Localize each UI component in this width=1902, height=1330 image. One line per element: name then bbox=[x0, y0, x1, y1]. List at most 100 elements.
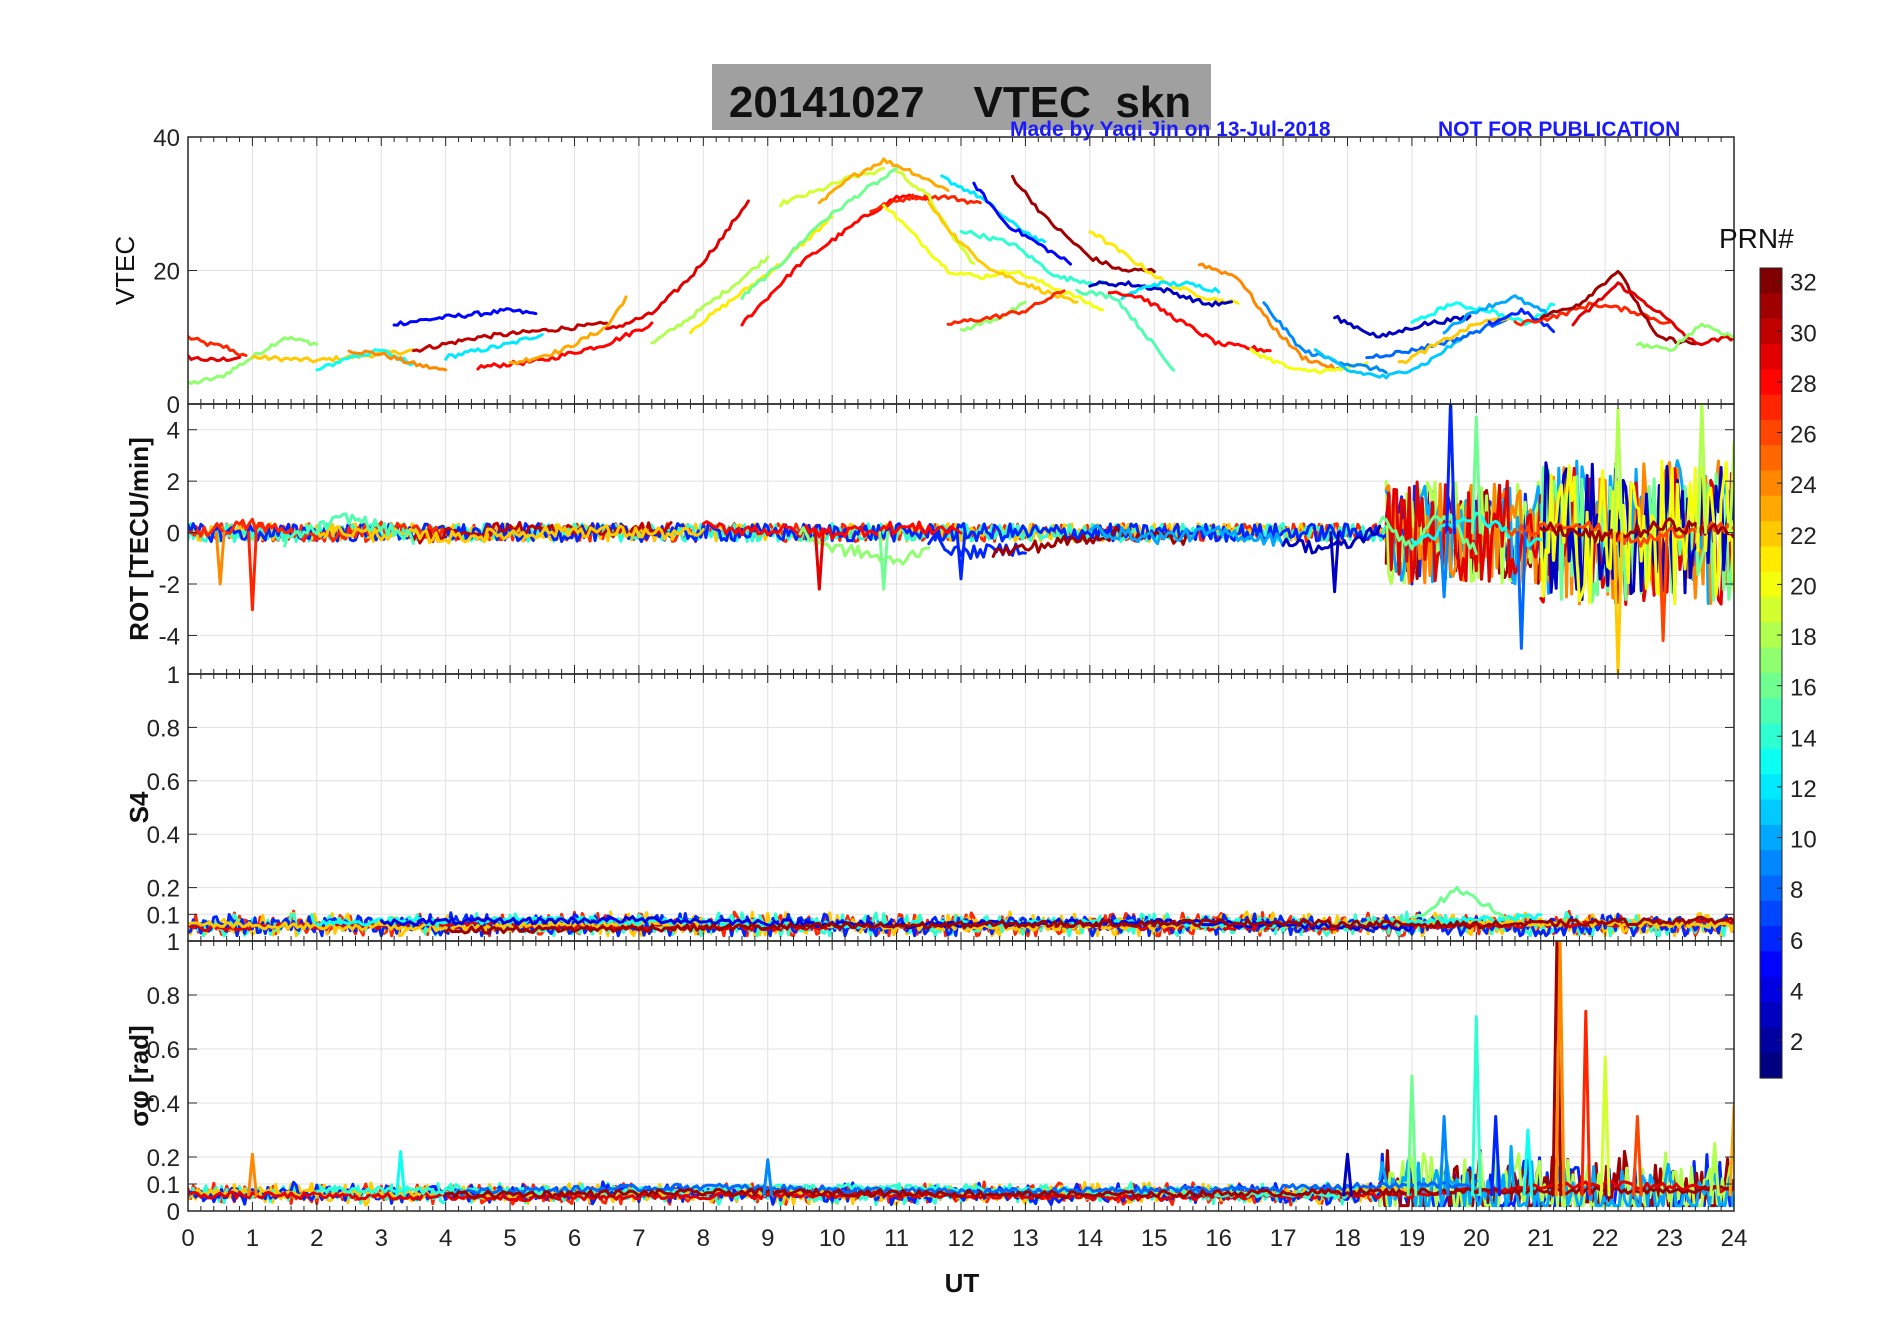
x-tick-label: 14 bbox=[1076, 1225, 1103, 1252]
colorbar-swatch bbox=[1760, 571, 1782, 598]
colorbar-tick-label: 20 bbox=[1790, 573, 1817, 600]
series-prn-31 bbox=[444, 915, 1734, 935]
colorbar-swatch bbox=[1760, 419, 1782, 446]
colorbar-swatch bbox=[1760, 394, 1782, 421]
y-tick-label: 0.2 bbox=[147, 876, 180, 903]
panel-rot: -4 -2 0 2 4 ROT [TECU/min] bbox=[124, 403, 1735, 675]
colorbar-tick-label: 12 bbox=[1790, 776, 1817, 803]
y-tick-label: 0.1 bbox=[147, 1172, 180, 1199]
colorbar-swatch bbox=[1760, 926, 1782, 953]
colorbar-swatch bbox=[1760, 1052, 1782, 1079]
series-prn-31 bbox=[991, 525, 1188, 558]
colorbar-tick-label: 26 bbox=[1790, 422, 1817, 449]
colorbar-swatch bbox=[1760, 470, 1782, 497]
spike-prn-24 bbox=[214, 531, 226, 586]
x-axis-label: UT bbox=[945, 1268, 980, 1298]
colorbar-tick-label: 8 bbox=[1790, 877, 1803, 904]
colorbar-swatch bbox=[1760, 799, 1782, 826]
series-prn-28 bbox=[740, 193, 931, 327]
x-tick-label: 7 bbox=[632, 1225, 645, 1252]
colorbar-tick-label: 32 bbox=[1790, 270, 1817, 297]
series-prn-22 bbox=[1397, 316, 1510, 365]
x-tick-labels: 0 1 2 3 4 5 6 7 8 9 10 11 12 13 14 15 16 17 18 19 20 21 22 23 24 bbox=[181, 1225, 1747, 1252]
series-prn-5 bbox=[392, 307, 538, 327]
spike-prn-16 bbox=[1406, 1074, 1418, 1197]
y-tick-label: 0 bbox=[167, 521, 180, 548]
colorbar-swatch bbox=[1760, 445, 1782, 472]
series-prn-28 bbox=[476, 321, 654, 371]
spike-prn-18 bbox=[1728, 441, 1734, 535]
x-tick-label: 1 bbox=[246, 1225, 259, 1252]
colorbar-swatch bbox=[1760, 495, 1782, 522]
spike-prn-13 bbox=[1522, 1128, 1534, 1197]
series-group-s4 bbox=[188, 885, 1734, 938]
series-prn-29 bbox=[188, 354, 241, 363]
colorbar-swatch bbox=[1760, 824, 1782, 851]
spike-prn-8 bbox=[1516, 531, 1527, 650]
x-tick-label: 21 bbox=[1527, 1225, 1554, 1252]
x-tick-label: 15 bbox=[1141, 1225, 1168, 1252]
colorbar-swatch bbox=[1760, 318, 1782, 345]
series-prn-3 bbox=[1333, 314, 1472, 339]
series-prn-27 bbox=[188, 517, 448, 543]
series-prn-31 bbox=[1011, 174, 1156, 274]
series-prn-16 bbox=[1378, 513, 1478, 556]
spike-prn-6 bbox=[955, 531, 967, 581]
colorbar-swatch bbox=[1760, 293, 1782, 320]
spike-prn-26 bbox=[1657, 531, 1669, 643]
x-tick-label: 4 bbox=[439, 1225, 452, 1252]
y-axis-label-rot: ROT [TECU/min] bbox=[124, 437, 154, 641]
series-prn-24 bbox=[347, 349, 448, 372]
noise-trace bbox=[1384, 479, 1543, 583]
x-tick-label: 23 bbox=[1656, 1225, 1683, 1252]
y-tick-label: 0.8 bbox=[147, 715, 180, 742]
series-prn-6 bbox=[1487, 307, 1556, 334]
series-prn-28 bbox=[1107, 290, 1272, 353]
x-tick-label: 19 bbox=[1399, 1225, 1426, 1252]
colorbar-swatch bbox=[1760, 774, 1782, 801]
spike-prn-18 bbox=[1709, 1142, 1720, 1197]
y-tick-label: -4 bbox=[159, 623, 180, 650]
y-tick-label: 0.4 bbox=[147, 1091, 180, 1118]
colorbar-frame bbox=[1759, 267, 1783, 1079]
y-tick-label: 0.2 bbox=[147, 1145, 180, 1172]
colorbar-tick-label: 16 bbox=[1790, 675, 1817, 702]
y-tick-label: 4 bbox=[167, 418, 180, 445]
spike-prn-16 bbox=[1471, 415, 1482, 535]
x-tick-label: 9 bbox=[761, 1225, 774, 1252]
spike-prn-9 bbox=[762, 1158, 774, 1197]
series-prn-17 bbox=[959, 300, 1027, 332]
not-for-publication-annotation: NOT FOR PUBLICATION bbox=[1438, 118, 1680, 141]
noise-trace bbox=[1539, 461, 1734, 602]
spike-prn-24 bbox=[1554, 941, 1566, 1197]
x-tick-label: 17 bbox=[1270, 1225, 1297, 1252]
colorbar-swatch bbox=[1760, 698, 1782, 725]
colorbar-tick-label: 6 bbox=[1790, 928, 1803, 955]
y-tick-label: 0.6 bbox=[147, 1037, 180, 1064]
colorbar-swatch bbox=[1760, 647, 1782, 674]
spike-prn-29 bbox=[813, 531, 825, 591]
colorbar-tick-label: 30 bbox=[1790, 320, 1817, 347]
series-prn-28 bbox=[701, 520, 963, 541]
x-tick-label: 18 bbox=[1334, 1225, 1361, 1252]
colorbar-swatch bbox=[1760, 951, 1782, 978]
colorbar-swatch bbox=[1760, 268, 1782, 294]
colorbar-tick-label: 24 bbox=[1790, 472, 1817, 499]
y-tick-label: -2 bbox=[159, 572, 180, 599]
series-group-sigma_phi bbox=[188, 941, 1734, 1208]
colorbar-tick-label: 18 bbox=[1790, 624, 1817, 651]
y-tick-label: 1 bbox=[167, 662, 180, 689]
y-tick-label: 0 bbox=[167, 392, 180, 419]
series-prn-31 bbox=[1539, 517, 1734, 544]
colorbar-swatch bbox=[1760, 521, 1782, 548]
y-tick-label: 0.6 bbox=[147, 769, 180, 796]
y-tick-label: 0.4 bbox=[147, 822, 180, 849]
colorbar-tick-label: 4 bbox=[1790, 978, 1803, 1005]
series-group-rot bbox=[188, 404, 1734, 674]
spike-prn-6 bbox=[1490, 1115, 1501, 1197]
spike-prn-31 bbox=[1551, 941, 1563, 1197]
y-axis-label-s4: S4 bbox=[124, 791, 154, 823]
spike-prn-13 bbox=[395, 1150, 406, 1197]
colorbar-swatch bbox=[1760, 748, 1782, 775]
